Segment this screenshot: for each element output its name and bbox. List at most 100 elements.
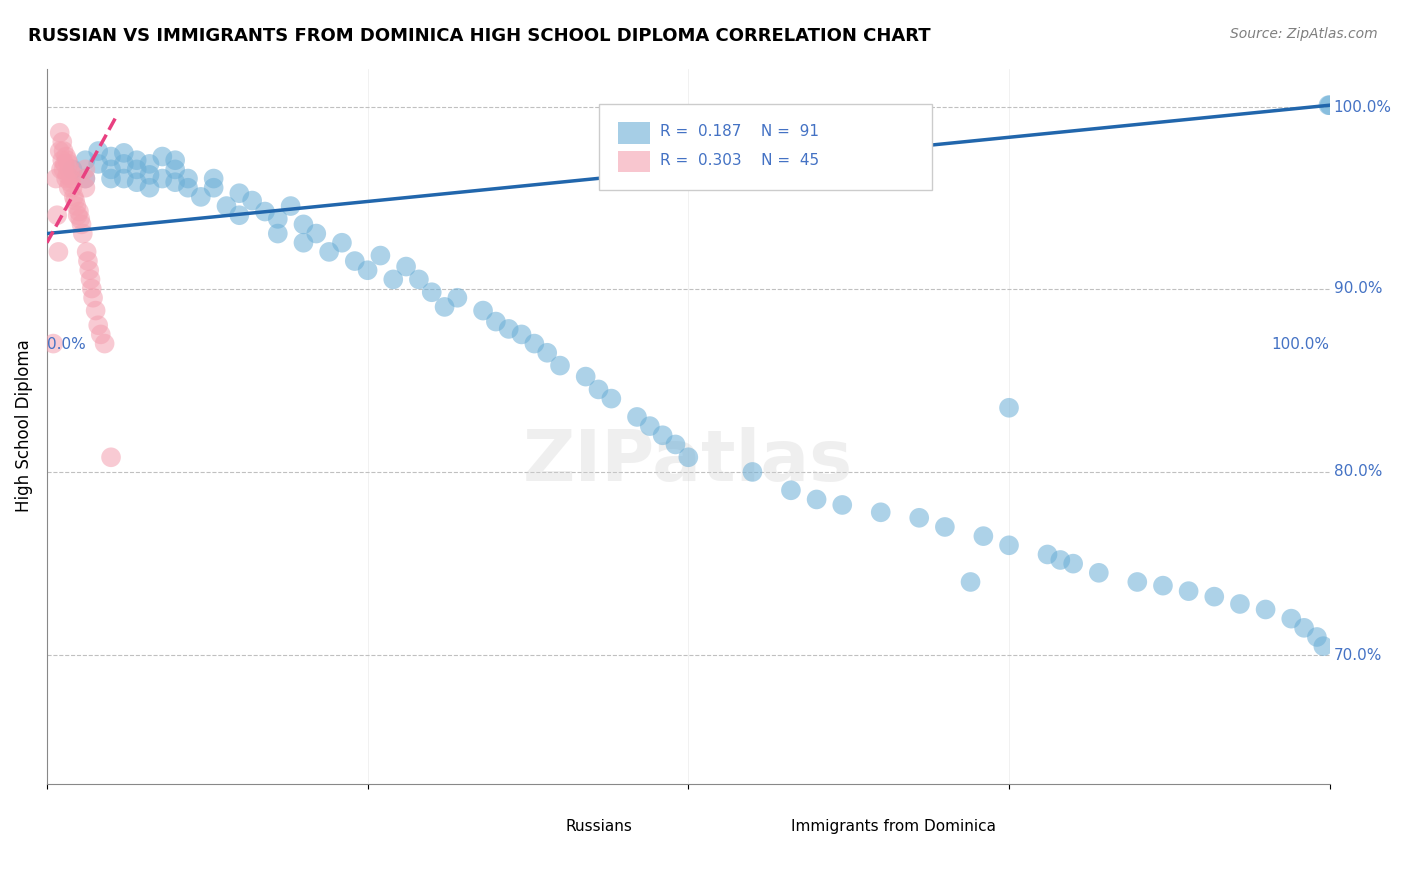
Point bbox=[420, 285, 443, 300]
Text: ZIPatlas: ZIPatlas bbox=[523, 427, 853, 496]
Point bbox=[741, 465, 763, 479]
Text: 90.0%: 90.0% bbox=[1333, 281, 1382, 296]
Point bbox=[58, 157, 80, 171]
Point bbox=[66, 208, 89, 222]
Point bbox=[87, 144, 110, 158]
Point bbox=[1294, 621, 1316, 635]
Y-axis label: High School Diploma: High School Diploma bbox=[15, 340, 32, 513]
Point bbox=[138, 157, 160, 171]
Point bbox=[638, 419, 661, 434]
Text: R =  0.187    N =  91: R = 0.187 N = 91 bbox=[659, 124, 820, 139]
Point bbox=[55, 171, 77, 186]
FancyBboxPatch shape bbox=[720, 816, 756, 838]
Point bbox=[75, 171, 97, 186]
Point bbox=[510, 327, 533, 342]
Point bbox=[56, 168, 79, 182]
Point bbox=[165, 153, 187, 168]
Point bbox=[55, 149, 77, 163]
Point bbox=[1204, 590, 1226, 604]
Text: 0.0%: 0.0% bbox=[46, 336, 86, 351]
Point bbox=[1062, 557, 1084, 571]
Point bbox=[100, 171, 122, 186]
Point bbox=[1229, 597, 1251, 611]
Point bbox=[831, 498, 853, 512]
Point bbox=[62, 180, 84, 194]
Point bbox=[75, 171, 97, 186]
Text: 100.0%: 100.0% bbox=[1272, 336, 1330, 351]
Point bbox=[79, 272, 101, 286]
Point bbox=[664, 437, 686, 451]
Point bbox=[280, 199, 302, 213]
Point bbox=[998, 538, 1021, 552]
Point bbox=[202, 171, 225, 186]
Point bbox=[1319, 98, 1341, 112]
Point bbox=[395, 260, 418, 274]
Point bbox=[59, 162, 82, 177]
Point bbox=[80, 282, 103, 296]
Point bbox=[908, 510, 931, 524]
Point bbox=[51, 153, 73, 168]
Point bbox=[177, 171, 200, 186]
Point bbox=[498, 322, 520, 336]
Point bbox=[548, 359, 571, 373]
Point bbox=[100, 450, 122, 465]
Point bbox=[1177, 584, 1199, 599]
Point bbox=[1279, 612, 1302, 626]
Point bbox=[343, 254, 366, 268]
FancyBboxPatch shape bbox=[617, 122, 650, 144]
Point bbox=[536, 345, 558, 359]
Point bbox=[77, 263, 100, 277]
Point bbox=[869, 505, 891, 519]
Point bbox=[75, 180, 97, 194]
Text: Source: ZipAtlas.com: Source: ZipAtlas.com bbox=[1230, 27, 1378, 41]
Point bbox=[48, 144, 70, 158]
Point bbox=[575, 369, 598, 384]
Point bbox=[87, 318, 110, 333]
Text: 80.0%: 80.0% bbox=[1333, 465, 1382, 479]
Point bbox=[70, 218, 93, 232]
Point bbox=[138, 168, 160, 182]
Point bbox=[253, 204, 276, 219]
Point bbox=[65, 199, 87, 213]
Point bbox=[215, 199, 238, 213]
Point bbox=[382, 272, 405, 286]
Point bbox=[150, 171, 173, 186]
Text: Immigrants from Dominica: Immigrants from Dominica bbox=[792, 819, 995, 834]
Point bbox=[125, 175, 148, 189]
Point bbox=[318, 244, 340, 259]
Point bbox=[84, 303, 107, 318]
Point bbox=[100, 162, 122, 177]
Point bbox=[1088, 566, 1111, 580]
Point bbox=[1312, 639, 1334, 653]
Point bbox=[60, 171, 83, 186]
Point bbox=[1036, 548, 1059, 562]
Point bbox=[292, 235, 315, 250]
Point bbox=[100, 149, 122, 163]
Point bbox=[82, 291, 104, 305]
Point bbox=[56, 153, 79, 168]
Point bbox=[90, 327, 112, 342]
Point bbox=[472, 303, 495, 318]
Point bbox=[62, 168, 84, 182]
Point bbox=[58, 180, 80, 194]
Point bbox=[1152, 579, 1174, 593]
Point bbox=[177, 180, 200, 194]
Text: 70.0%: 70.0% bbox=[1333, 648, 1382, 663]
Point bbox=[72, 227, 94, 241]
Point bbox=[112, 171, 135, 186]
Point bbox=[305, 227, 328, 241]
Point bbox=[59, 175, 82, 189]
Point bbox=[48, 244, 70, 259]
Point bbox=[53, 157, 76, 171]
Point bbox=[267, 227, 290, 241]
Point bbox=[138, 180, 160, 194]
Point bbox=[678, 450, 700, 465]
Point bbox=[165, 162, 187, 177]
Point bbox=[972, 529, 994, 543]
Point bbox=[267, 211, 290, 226]
Text: 100.0%: 100.0% bbox=[1333, 100, 1392, 114]
Point bbox=[446, 291, 468, 305]
Point bbox=[63, 190, 86, 204]
Point bbox=[52, 162, 75, 177]
Point bbox=[46, 208, 69, 222]
